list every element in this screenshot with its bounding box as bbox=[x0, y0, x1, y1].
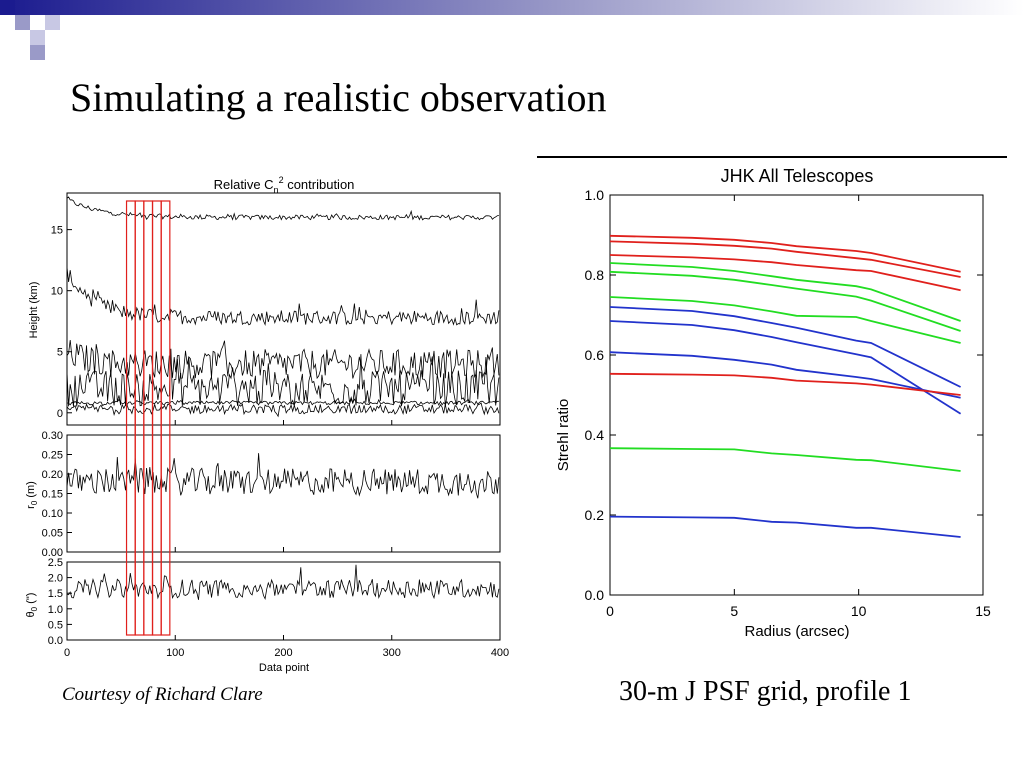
strehl-series-line bbox=[609, 515, 961, 538]
chart-title: JHK All Telescopes bbox=[721, 166, 874, 186]
y-tick-label: 0.5 bbox=[48, 619, 63, 631]
header-square bbox=[15, 15, 30, 30]
x-tick-label: 5 bbox=[730, 603, 738, 619]
x-tick-label: 10 bbox=[851, 603, 867, 619]
y-tick-label: 0.0 bbox=[48, 635, 63, 647]
y-tick-label: 2.0 bbox=[48, 573, 63, 585]
header-square bbox=[30, 45, 45, 60]
header-square bbox=[30, 30, 45, 45]
series-line bbox=[66, 196, 499, 221]
panel-frame bbox=[66, 434, 501, 553]
y-tick-label: 0 bbox=[57, 408, 63, 420]
header-square bbox=[0, 15, 15, 30]
panel-frame bbox=[66, 192, 501, 426]
theta0-axis-label: θ0 (") bbox=[25, 593, 39, 618]
y-tick-label: 0.8 bbox=[585, 267, 605, 283]
strehl-series-line bbox=[609, 262, 961, 322]
highlight-column bbox=[125, 200, 136, 636]
highlight-column bbox=[151, 200, 162, 636]
title-rule bbox=[537, 156, 1007, 158]
y-tick-label: 0.4 bbox=[585, 427, 605, 443]
x-tick-label: 300 bbox=[383, 647, 401, 659]
y-tick-label: 0.05 bbox=[42, 528, 63, 540]
x-tick-label: 200 bbox=[274, 647, 292, 659]
strehl-series-line bbox=[609, 234, 961, 273]
y-tick-label: 0.25 bbox=[42, 450, 63, 462]
strehl-series-line bbox=[609, 254, 961, 292]
x-axis-label: Radius (arcsec) bbox=[744, 623, 849, 640]
highlight-column bbox=[160, 200, 171, 636]
strehl-chart: JHK All Telescopes Strehl ratio Radius (… bbox=[555, 166, 991, 640]
x-tick-label: 0 bbox=[64, 647, 70, 659]
y-tick-label: 0.00 bbox=[42, 547, 63, 559]
cn2-profile-chart: Relative Cn2 contribution Height (km) r0… bbox=[25, 175, 509, 674]
header-decoration bbox=[0, 0, 1024, 60]
strehl-series-line bbox=[609, 447, 961, 472]
y-tick-label: 0.20 bbox=[42, 469, 63, 481]
series-line bbox=[66, 398, 499, 407]
series-line bbox=[66, 402, 500, 418]
x-tick-label: 400 bbox=[491, 647, 509, 659]
y-tick-label: 15 bbox=[51, 225, 63, 237]
series-line bbox=[66, 564, 500, 600]
x-axis-label: Data point bbox=[259, 662, 309, 674]
strehl-series-line bbox=[609, 240, 961, 278]
y-axis-label: Strehl ratio bbox=[555, 399, 572, 472]
header-square bbox=[45, 15, 60, 30]
y-tick-label: 2.5 bbox=[48, 557, 63, 569]
figure-caption: 30-m J PSF grid, profile 1 bbox=[619, 676, 912, 707]
series-line bbox=[66, 339, 500, 380]
y-tick-label: 1.0 bbox=[48, 604, 63, 616]
strehl-series-line bbox=[609, 320, 962, 415]
series-line bbox=[66, 267, 500, 326]
panel-frame bbox=[66, 561, 501, 641]
slide-title: Simulating a realistic observation bbox=[70, 75, 607, 120]
x-tick-label: 100 bbox=[166, 647, 184, 659]
strehl-series-line bbox=[609, 351, 961, 399]
chart-title: Relative Cn2 contribution bbox=[214, 175, 355, 195]
y-tick-label: 1.5 bbox=[48, 588, 63, 600]
y-tick-label: 0.15 bbox=[42, 489, 63, 501]
header-square bbox=[0, 0, 15, 15]
highlight-column bbox=[134, 200, 145, 636]
y-tick-label: 0.6 bbox=[585, 347, 605, 363]
y-tick-label: 1.0 bbox=[585, 187, 605, 203]
r0-axis-label: r0 (m) bbox=[25, 481, 39, 509]
y-tick-label: 0.2 bbox=[585, 507, 605, 523]
x-tick-label: 15 bbox=[975, 603, 991, 619]
series-line bbox=[66, 453, 500, 499]
y-tick-label: 5 bbox=[57, 347, 63, 359]
strehl-series-line bbox=[609, 296, 961, 344]
height-axis-label: Height (km) bbox=[28, 282, 40, 339]
highlight-column bbox=[143, 200, 154, 636]
strehl-series-line bbox=[609, 306, 961, 388]
header-gradient-bar bbox=[0, 0, 1024, 15]
y-tick-label: 0.0 bbox=[585, 587, 605, 603]
x-tick-label: 0 bbox=[606, 603, 614, 619]
strehl-series-line bbox=[609, 270, 961, 332]
strehl-series-line bbox=[609, 372, 961, 396]
plot-frame bbox=[609, 194, 984, 596]
y-tick-label: 10 bbox=[51, 286, 63, 298]
series-line bbox=[66, 348, 500, 407]
y-tick-label: 0.10 bbox=[42, 508, 63, 520]
courtesy-credit: Courtesy of Richard Clare bbox=[62, 684, 263, 705]
y-tick-label: 0.30 bbox=[42, 430, 63, 442]
